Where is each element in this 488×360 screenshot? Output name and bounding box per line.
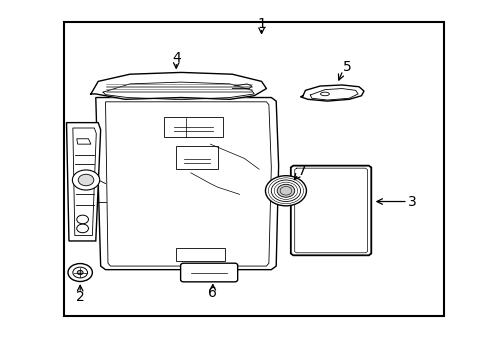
Text: 4: 4 [171, 51, 180, 65]
Text: 5: 5 [342, 60, 350, 74]
Polygon shape [300, 85, 363, 101]
Circle shape [277, 184, 294, 197]
Polygon shape [91, 72, 266, 99]
Polygon shape [290, 166, 370, 255]
Circle shape [73, 267, 87, 278]
Circle shape [77, 215, 88, 224]
Ellipse shape [320, 92, 329, 96]
Bar [176, 248, 224, 261]
Circle shape [265, 176, 306, 206]
Text: 7: 7 [297, 164, 306, 178]
Circle shape [77, 270, 83, 275]
Circle shape [77, 224, 88, 233]
Circle shape [72, 170, 100, 190]
Polygon shape [66, 123, 101, 241]
Bar [176, 146, 217, 169]
Text: 1: 1 [257, 17, 265, 31]
Polygon shape [77, 139, 91, 144]
Polygon shape [96, 98, 278, 270]
Circle shape [68, 264, 92, 282]
Circle shape [78, 174, 94, 186]
Text: 3: 3 [407, 194, 416, 208]
Text: 6: 6 [208, 286, 217, 300]
FancyBboxPatch shape [180, 263, 237, 282]
Bar [163, 117, 222, 137]
Bar [64, 22, 444, 316]
Circle shape [271, 180, 300, 202]
Text: 2: 2 [76, 289, 84, 303]
